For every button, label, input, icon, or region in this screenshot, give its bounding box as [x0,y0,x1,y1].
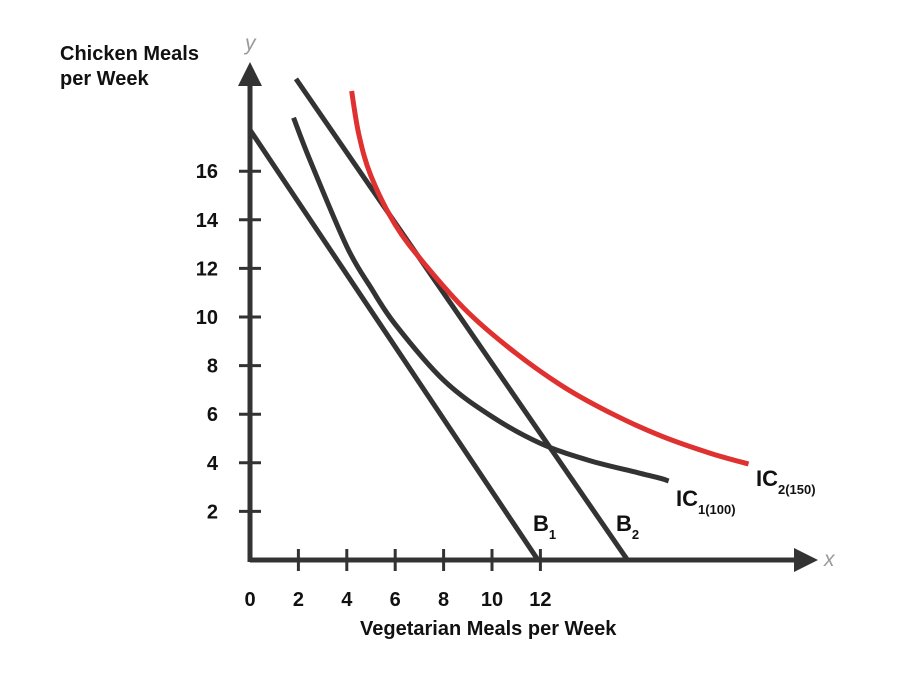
x-axis-title: Vegetarian Meals per Week [360,618,617,640]
ic2-150-label: IC2(150) [756,466,816,497]
x-axis-arrowhead [794,548,818,572]
x-tick-label-4: 4 [341,589,353,611]
ic1-100-label-main: IC [676,486,698,511]
y-tick-label-8: 8 [207,356,218,378]
b1-label-main: B [533,511,549,536]
x-tick-label-8: 8 [438,589,449,611]
ic1-100-label: IC1(100) [676,486,736,517]
b2-label: B2 [616,511,639,542]
x-tick-label-10: 10 [481,589,503,611]
x-tick-label-2: 2 [293,589,304,611]
y-axis-title-line-2: per Week [60,68,149,90]
b1-label: B1 [533,511,556,542]
chart-axes-layer [238,62,818,572]
x-tick-label-0: 0 [244,589,255,611]
y-axis-title-line-1: Chicken Meals [60,43,199,65]
ic2-150-line [349,90,750,467]
ic2-150-label-main: IC [756,466,778,491]
y-axis-letter: y [243,32,257,55]
b1-label-subscript: 1 [549,527,556,542]
x-tick-label-6: 6 [390,589,401,611]
ic2-150-label-subscript: 2(150) [778,482,816,497]
y-tick-label-4: 4 [207,453,219,475]
b1-line [247,128,541,562]
ic1-100-label-subscript: 1(100) [698,502,736,517]
b2-label-subscript: 2 [632,527,639,542]
x-tick-label-12: 12 [529,589,551,611]
b2-line [293,77,630,562]
ic1-100-line [291,116,670,484]
y-tick-label-16: 16 [196,161,218,183]
b2-label-main: B [616,511,632,536]
chart-lines-layer [247,77,750,562]
y-axis-title: Chicken Meals per Week [60,42,260,92]
y-tick-label-2: 2 [207,501,218,523]
y-axis-arrowhead [238,62,262,86]
y-tick-label-10: 10 [196,307,218,329]
y-tick-label-12: 12 [196,258,218,280]
y-tick-label-14: 14 [196,210,219,232]
y-tick-label-6: 6 [207,404,218,426]
x-axis-letter: x [823,548,836,571]
